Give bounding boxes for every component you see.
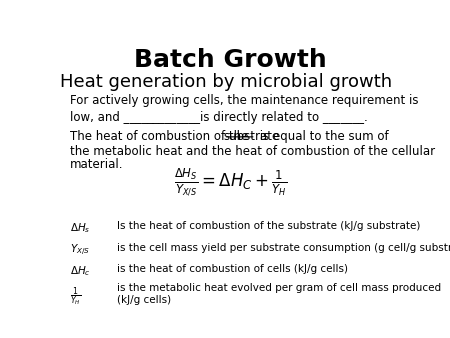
Text: For actively growing cells, the maintenance requirement is
low, and ____________: For actively growing cells, the maintena…	[70, 94, 418, 124]
Text: is the cell mass yield per substrate consumption (g cell/g substrate): is the cell mass yield per substrate con…	[117, 243, 450, 253]
Text: $Y_{X/S}$: $Y_{X/S}$	[70, 243, 90, 258]
Text: $\Delta H_c$: $\Delta H_c$	[70, 264, 91, 278]
Text: Is the heat of combustion of the substrate (kJ/g substrate): Is the heat of combustion of the substra…	[117, 221, 421, 232]
Text: The heat of combustion of the: The heat of combustion of the	[70, 130, 252, 143]
Text: $\frac{1}{Y_H}$: $\frac{1}{Y_H}$	[70, 286, 81, 308]
Text: substrate: substrate	[224, 130, 280, 143]
Text: Batch Growth: Batch Growth	[134, 48, 327, 72]
Text: the metabolic heat and the heat of combustion of the cellular: the metabolic heat and the heat of combu…	[70, 145, 435, 158]
Text: $\frac{\Delta H_S}{Y_{X/S}} = \Delta H_C + \frac{1}{Y_H}$: $\frac{\Delta H_S}{Y_{X/S}} = \Delta H_C…	[174, 167, 287, 198]
Text: Heat generation by microbial growth: Heat generation by microbial growth	[60, 73, 392, 91]
Text: $\Delta H_s$: $\Delta H_s$	[70, 221, 91, 235]
Text: is equal to the sum of: is equal to the sum of	[256, 130, 388, 143]
Text: is the heat of combustion of cells (kJ/g cells): is the heat of combustion of cells (kJ/g…	[117, 264, 348, 274]
Text: material.: material.	[70, 159, 124, 171]
Text: is the metabolic heat evolved per gram of cell mass produced
(kJ/g cells): is the metabolic heat evolved per gram o…	[117, 283, 441, 305]
